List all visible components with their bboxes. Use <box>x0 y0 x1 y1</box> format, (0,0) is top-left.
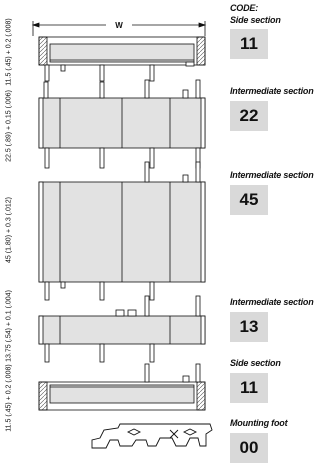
section-caption: Side section <box>230 358 281 368</box>
section-caption: Side section <box>230 15 281 25</box>
dimension-label-side-bottom: 11.5 (.45) + 0.2 (.008) <box>5 364 13 432</box>
section-caption: Mounting foot <box>230 418 288 428</box>
intermediate-section-22-drawing <box>38 79 206 169</box>
section-code: 22 <box>230 101 268 131</box>
section-code: 13 <box>230 312 268 342</box>
dimension-label-side-top: 11.5 (.45) + 0.2 (.008) <box>5 18 13 86</box>
intermediate-section-13-drawing <box>38 295 206 363</box>
mounting-foot-drawing <box>91 423 213 449</box>
dimension-label-intermediate-22: 22.5 (.89) + 0.15 (.006) <box>5 90 13 162</box>
side-section-bottom-drawing <box>38 363 206 411</box>
side-section-top-drawing <box>38 36 206 82</box>
section-code: 45 <box>230 185 268 215</box>
section-code: 00 <box>230 433 268 463</box>
width-dimension <box>31 21 207 36</box>
dimension-label-intermediate-45: 45 (1.80) + 0.3 (.012) <box>5 197 13 263</box>
intermediate-section-45-drawing <box>38 161 206 301</box>
section-code: 11 <box>230 29 268 59</box>
section-caption: Intermediate section <box>230 86 314 96</box>
dimension-label-intermediate-13: 13.75 (.54) + 0.1 (.004) <box>5 290 13 362</box>
code-header: CODE: <box>230 3 258 13</box>
section-code: 11 <box>230 373 268 403</box>
width-label: W <box>115 21 123 30</box>
section-caption: Intermediate section <box>230 170 314 180</box>
section-caption: Intermediate section <box>230 297 314 307</box>
